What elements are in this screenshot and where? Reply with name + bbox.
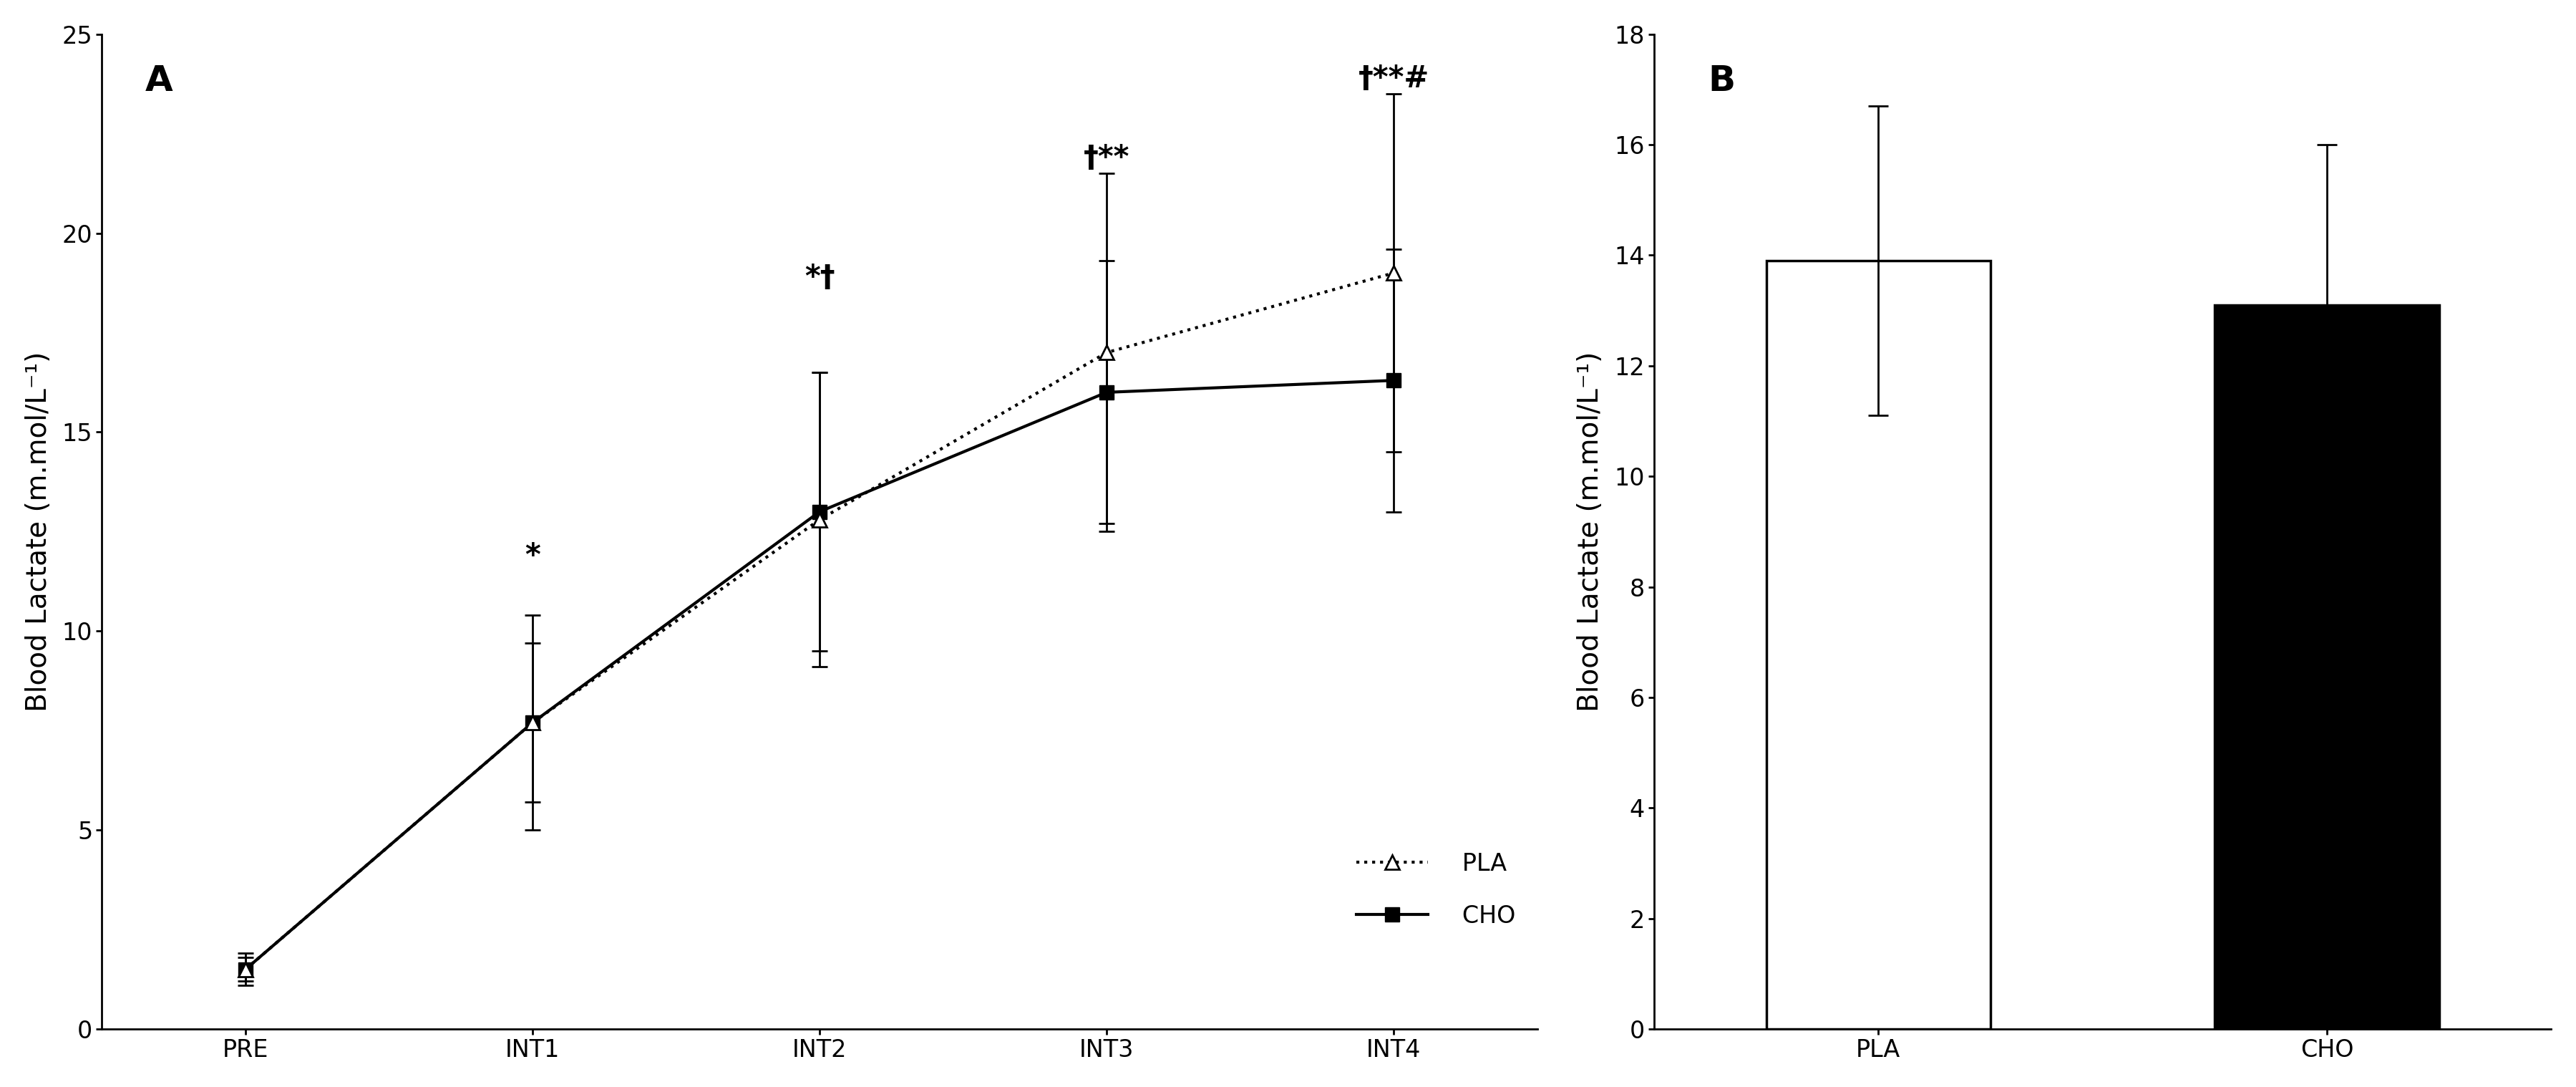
Y-axis label: Blood Lactate (m.mol/L⁻¹): Blood Lactate (m.mol/L⁻¹) bbox=[1577, 351, 1605, 712]
Text: †**#: †**# bbox=[1358, 64, 1430, 93]
Bar bbox=[2215, 305, 2439, 1029]
Text: A: A bbox=[144, 64, 173, 99]
Line: PLA: PLA bbox=[240, 266, 1401, 976]
Text: B: B bbox=[1708, 64, 1736, 99]
Legend:    PLA,    CHO: PLA, CHO bbox=[1347, 842, 1525, 937]
Text: *†: *† bbox=[804, 263, 835, 292]
PLA bbox=[518, 716, 549, 729]
PLA bbox=[229, 963, 260, 976]
Y-axis label: Blood Lactate (m.mol/L⁻¹): Blood Lactate (m.mol/L⁻¹) bbox=[26, 351, 52, 712]
Text: *: * bbox=[526, 541, 541, 572]
Text: †**: †** bbox=[1084, 143, 1131, 174]
Bar bbox=[1767, 261, 1991, 1029]
PLA bbox=[1378, 266, 1409, 279]
PLA bbox=[804, 513, 835, 526]
PLA bbox=[1092, 346, 1123, 359]
